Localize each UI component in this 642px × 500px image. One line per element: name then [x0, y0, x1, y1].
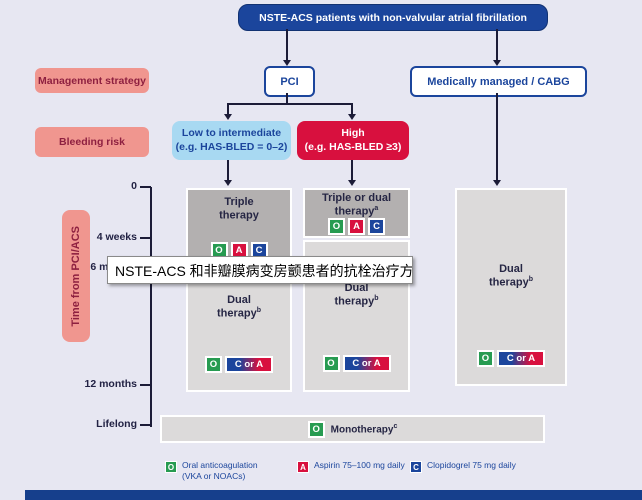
arrowhead-icon — [493, 60, 501, 66]
connector-low-column — [227, 160, 229, 180]
therapy-chips: O C or A — [457, 350, 565, 367]
legend-label: (VKA or NOACs) — [182, 471, 246, 482]
therapy-chips: O C or A — [305, 355, 408, 372]
timeline-tick — [140, 186, 151, 188]
high-bleeding-risk-box: High (e.g. HAS-BLED ≥3) — [297, 121, 409, 160]
legend-clopidogrel: C Clopidogrel 75 mg daily — [410, 460, 516, 473]
oral-anticoagulation-chip: O — [328, 218, 345, 235]
title-banner: NSTE-ACS patients with non-valvular atri… — [238, 4, 548, 31]
oral-anticoagulation-chip: O — [477, 350, 494, 367]
therapy-chips: O C or A — [188, 356, 290, 373]
high-risk-line2: (e.g. HAS-BLED ≥3) — [304, 140, 402, 153]
therapy-title: Triple or dual therapya — [321, 192, 392, 218]
connector-pci-split — [227, 103, 353, 105]
connector-cabg-column — [496, 93, 498, 180]
legend-label: Oral anticoagulation — [182, 460, 258, 470]
connector-pci-stem — [286, 93, 288, 104]
low-risk-line2: (e.g. HAS-BLED = 0–2) — [175, 140, 288, 153]
legend-label: Aspirin 75–100 mg daily — [314, 460, 405, 470]
arrowhead-icon — [224, 180, 232, 186]
oral-anticoagulation-chip: O — [205, 356, 222, 373]
arrowhead-icon — [348, 114, 356, 120]
legend-oral-anticoagulation: O Oral anticoagulation (VKA or NOACs) — [165, 460, 258, 483]
high-risk-line1: High — [341, 127, 365, 140]
timeline-tick-label: 12 months — [84, 378, 137, 390]
arrowhead-icon — [283, 60, 291, 66]
bottom-banner-strip — [25, 490, 642, 500]
filename-tooltip: NSTE-ACS 和非瓣膜病变房颤患者的抗栓治疗方案.jpg — [107, 256, 413, 284]
connector-banner-pci — [286, 29, 288, 60]
connector-split-low — [227, 103, 229, 115]
therapy-column-medical-cabg: Dual therapyb O C or A — [455, 188, 567, 386]
therapy-title: Dual therapyb — [488, 263, 534, 289]
aspirin-chip: A — [230, 242, 248, 259]
management-strategy-label: Management strategy — [35, 68, 149, 93]
low-bleeding-risk-box: Low to intermediate (e.g. HAS-BLED = 0–2… — [172, 121, 291, 160]
monotherapy-label: Monotherapyc — [330, 422, 398, 436]
timeline-tick — [140, 237, 151, 239]
timeline-tick — [140, 384, 151, 386]
legend-label: Clopidogrel 75 mg daily — [427, 460, 516, 470]
medically-managed-cabg-box: Medically managed / CABG — [410, 66, 587, 97]
therapy-chips: O A C — [305, 218, 408, 235]
clopidogrel-or-aspirin-chip: C or A — [342, 355, 391, 372]
connector-banner-cabg — [496, 29, 498, 60]
oral-anticoagulation-chip: O — [322, 355, 340, 372]
aspirin-chip: A — [348, 218, 365, 235]
timeline-axis — [150, 187, 152, 427]
dual-therapy-section: Dual therapyb O C or A — [455, 188, 567, 386]
connector-split-high — [351, 103, 353, 115]
time-from-pci-acs-label: Time from PCI/ACS — [62, 210, 90, 342]
aspirin-chip: A — [297, 461, 309, 473]
arrowhead-icon — [224, 114, 232, 120]
arrowhead-icon — [493, 180, 501, 186]
therapy-title: Dual therapyb — [334, 282, 379, 308]
legend-aspirin: A Aspirin 75–100 mg daily — [297, 460, 405, 473]
triple-or-dual-therapy-section: Triple or dual therapya O A C — [303, 188, 410, 238]
low-risk-line1: Low to intermediate — [181, 127, 282, 140]
clopidogrel-or-aspirin-chip: C or A — [497, 350, 545, 367]
therapy-title: Dual therapyb — [216, 294, 262, 320]
timeline-tick-label: 4 weeks — [96, 231, 137, 243]
pci-box: PCI — [264, 66, 315, 97]
clopidogrel-or-aspirin-chip: C or A — [225, 356, 273, 373]
oral-anticoagulation-chip: O — [307, 420, 325, 438]
clopidogrel-chip: C — [410, 461, 422, 473]
therapy-column-pci-low: Triple therapy O A C Dual therapyb O C o… — [186, 188, 292, 392]
dual-therapy-section: Dual therapyb O C or A — [186, 270, 292, 392]
therapy-column-pci-high: Triple or dual therapya O A C Dual thera… — [303, 188, 410, 392]
connector-high-column — [351, 160, 353, 180]
arrowhead-icon — [348, 180, 356, 186]
timeline-tick-label: 0 — [131, 180, 137, 192]
clopidogrel-chip: C — [368, 218, 385, 235]
timeline-tick — [140, 424, 151, 426]
bleeding-risk-label: Bleeding risk — [35, 127, 149, 157]
oral-anticoagulation-chip: O — [165, 461, 177, 473]
therapy-title: Triple therapy — [219, 196, 259, 222]
monotherapy-bar: O Monotherapyc — [160, 415, 545, 443]
timeline-tick-label: Lifelong — [96, 418, 137, 430]
